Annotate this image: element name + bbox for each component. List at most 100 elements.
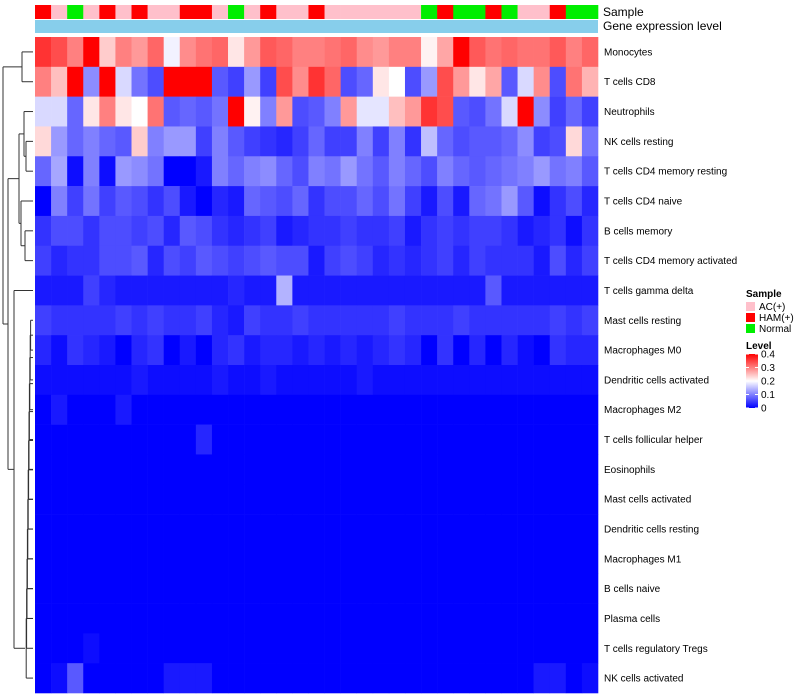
heatmap-cell [83,663,100,694]
heatmap-cell [421,663,438,694]
heatmap-cell [115,37,132,68]
heatmap-cell [340,573,358,604]
heatmap-cell [485,37,502,68]
sample-annotation-cell [211,5,229,19]
heatmap-cell [356,156,374,187]
heatmap-cell [404,424,422,455]
heatmap-cell [35,663,52,694]
heatmap-cell [163,633,181,664]
heatmap-cell [581,156,599,187]
heatmap-cell [163,186,181,217]
heatmap-cell [244,454,261,485]
heatmap-cell [356,484,374,515]
row-label: B cells memory [604,226,672,237]
heatmap-cell [292,37,309,68]
heatmap-cell [244,96,261,127]
heatmap-cell [67,96,84,127]
heatmap-cell [421,66,438,97]
heatmap-cell [356,514,374,545]
heatmap-cell [115,305,132,336]
heatmap-cell [260,126,277,157]
heatmap-cell [163,37,181,68]
heatmap-cell [147,66,164,97]
heatmap-cell [340,126,358,157]
heatmap-cell [421,186,438,217]
heatmap-cell [388,335,406,366]
heatmap-cell [179,454,197,485]
sample-annotation-cell [131,5,148,19]
heatmap-cell [67,245,84,276]
heatmap-cell [195,365,213,396]
heatmap-cell [501,454,518,485]
heatmap-cell [404,66,422,97]
heatmap-cell [469,514,486,545]
heatmap-cell [308,305,325,336]
sample-annotation-cell [581,5,599,19]
heatmap-cell [485,275,502,306]
heatmap-cell [437,573,454,604]
heatmap-cell [83,215,100,247]
heatmap-cell [404,394,422,425]
heatmap-cell [51,365,68,396]
heatmap-cell [404,215,422,247]
heatmap-cell [35,156,52,187]
heatmap-cell [35,245,52,276]
heatmap-cell [99,365,116,396]
heatmap-cell [195,394,213,425]
heatmap-cell [372,603,390,634]
sample-legend-swatch [746,302,755,311]
heatmap-cell [147,424,164,455]
heatmap-cell [533,37,551,68]
heatmap-cell [211,186,229,217]
heatmap-cell [437,663,454,694]
heatmap-cell [179,245,197,276]
heatmap-cell [179,66,197,97]
heatmap-cell [469,543,486,575]
heatmap-cell [469,215,486,247]
heatmap-cell [131,484,148,515]
heatmap-cell [308,156,325,187]
heatmap-cell [356,215,374,247]
sample-annotation-cell [51,5,68,19]
heatmap-cell [211,37,229,68]
heatmap-cell [195,66,213,97]
heatmap-cell [453,66,470,97]
heatmap-cell [565,365,583,396]
heatmap-cell [469,305,486,336]
heatmap-cell [292,603,309,634]
heatmap-cell [276,603,293,634]
sample-annotation-cell [83,5,100,19]
heatmap-cell [469,126,486,157]
heatmap-cell [35,275,52,306]
heatmap-cell [147,335,164,366]
heatmap-cell [340,96,358,127]
heatmap-cell [501,245,518,276]
heatmap-cell [163,215,181,247]
heatmap-cell [195,603,213,634]
heatmap-cell [228,126,245,157]
heatmap-cell [260,484,277,515]
heatmap-cell [404,126,422,157]
heatmap-cell [372,663,390,694]
heatmap-cell [276,37,293,68]
heatmap-cell [517,603,534,634]
heatmap-cell [356,543,374,575]
heatmap-cell [404,37,422,68]
heatmap-cell [115,514,132,545]
gene-expression-annotation-bar [35,20,598,33]
heatmap-cell [565,186,583,217]
heatmap-cell [147,245,164,276]
row-label: T cells CD4 memory activated [604,256,737,267]
heatmap-cell [260,573,277,604]
heatmap-cell [83,603,100,634]
heatmap-cell [195,37,213,68]
heatmap-cell [35,37,52,68]
sample-annotation-cell [453,5,470,19]
heatmap-cell [35,335,52,366]
heatmap-cell [308,424,325,455]
heatmap-cell [147,454,164,485]
heatmap-cell [163,66,181,97]
heatmap-cell [308,245,325,276]
heatmap-cell [276,156,293,187]
heatmap-cell [485,394,502,425]
